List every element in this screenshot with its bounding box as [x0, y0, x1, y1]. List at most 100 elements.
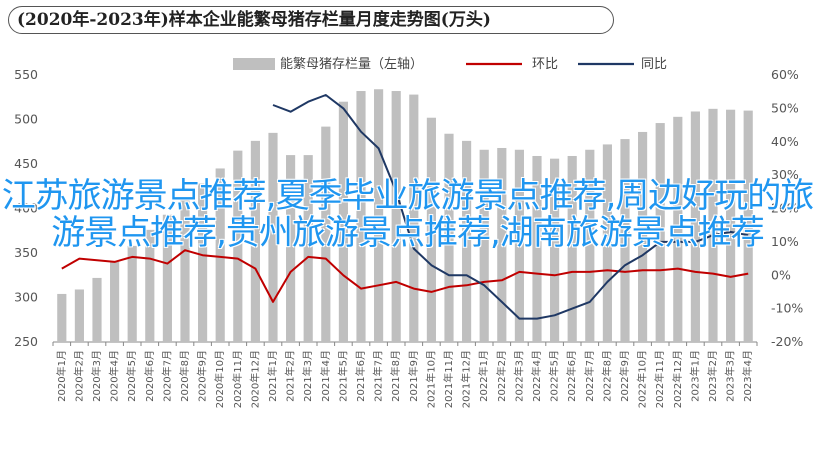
x-axis-tick-label: 2020年10月	[213, 350, 226, 408]
left-axis-tick-label: 350	[14, 245, 38, 260]
legend-swatch-bar	[233, 58, 275, 70]
right-axis-tick-label: 50%	[771, 100, 799, 115]
x-axis-tick-label: 2021年5月	[336, 350, 349, 402]
bar-2021年6月	[356, 91, 366, 343]
bar-2020年8月	[180, 199, 190, 342]
x-axis-tick-label: 2022年8月	[600, 350, 613, 402]
bar-2023年2月	[708, 108, 718, 342]
x-axis-tick-label: 2023年1月	[688, 350, 701, 402]
bar-2021年11月	[444, 133, 454, 342]
bar-2021年9月	[409, 94, 419, 342]
x-axis-tick-label: 2020年5月	[125, 350, 138, 402]
x-axis-tick-label: 2021年11月	[442, 350, 455, 408]
x-axis-tick-label: 2021年3月	[301, 350, 314, 402]
bar-2021年3月	[303, 155, 313, 342]
x-axis-tick-label: 2021年1月	[266, 350, 279, 402]
x-axis-tick-label: 2022年10月	[636, 350, 649, 408]
x-axis-tick-label: 2022年6月	[565, 350, 578, 402]
bar-2022年12月	[673, 116, 683, 342]
bar-2021年4月	[321, 126, 331, 343]
right-axis-tick-label: 0%	[771, 267, 791, 282]
bar-2022年8月	[602, 144, 612, 342]
legend-label-bar: 能繁母猪存栏量（左轴）	[280, 56, 423, 72]
bar-2022年7月	[585, 149, 595, 342]
x-axis-tick-label: 2023年2月	[706, 350, 719, 402]
left-axis-tick-label: 550	[14, 67, 38, 82]
x-axis-tick-label: 2020年8月	[178, 350, 191, 402]
bar-2020年11月	[233, 150, 243, 342]
series-line-huanbi	[61, 249, 749, 303]
x-axis-tick-label: 2022年11月	[653, 350, 666, 408]
bar-2021年12月	[462, 140, 472, 342]
left-axis-tick-label: 450	[14, 156, 38, 171]
x-axis-tick-label: 2022年2月	[495, 350, 508, 402]
bar-2020年9月	[198, 183, 208, 342]
x-axis-tick-label: 2020年4月	[108, 350, 121, 402]
bar-2022年6月	[567, 155, 577, 342]
right-axis-tick-label: 20%	[771, 201, 799, 216]
bar-2022年11月	[655, 123, 665, 342]
bar-2021年7月	[374, 89, 384, 343]
bar-2022年10月	[638, 131, 648, 342]
bar-2022年4月	[532, 155, 542, 342]
bar-2020年12月	[250, 140, 260, 342]
bar-2022年2月	[497, 147, 507, 342]
right-axis-tick-label: 40%	[771, 134, 799, 149]
left-axis-tick-label: 500	[14, 112, 38, 127]
x-axis-tick-label: 2023年4月	[741, 350, 754, 402]
left-axis-tick-label: 250	[14, 334, 38, 349]
x-axis-tick-label: 2020年9月	[196, 350, 209, 402]
bar-2022年5月	[550, 158, 560, 342]
x-axis-tick-label: 2020年3月	[90, 350, 103, 402]
legend-label-huanbi: 环比	[532, 57, 558, 72]
x-axis-tick-label: 2020年1月	[55, 350, 68, 402]
x-axis-tick-label: 2022年1月	[477, 350, 490, 402]
bar-2021年8月	[391, 91, 401, 343]
x-axis-tick-label: 2022年5月	[548, 350, 561, 402]
bar-2020年3月	[92, 277, 102, 342]
x-axis-tick-label: 2020年2月	[72, 350, 85, 402]
x-axis-tick-label: 2021年12月	[460, 350, 473, 408]
bar-2020年1月	[57, 293, 67, 342]
bar-2021年5月	[338, 101, 348, 342]
left-axis-tick-label: 400	[14, 201, 38, 216]
x-axis-tick-label: 2021年4月	[319, 350, 332, 402]
bar-2020年10月	[215, 168, 225, 342]
right-axis-tick-label: 30%	[771, 167, 799, 182]
bar-2022年3月	[514, 149, 524, 342]
bar-2023年1月	[690, 111, 700, 343]
chart-title: (2020年-2023年)样本企业能繁母猪存栏量月度走势图(万头)	[8, 6, 614, 34]
left-axis-tick-label: 300	[14, 290, 38, 305]
bar-2020年4月	[110, 261, 120, 342]
bar-2022年9月	[620, 139, 630, 342]
x-axis-tick-label: 2021年2月	[284, 350, 297, 402]
x-axis-tick-label: 2022年9月	[618, 350, 631, 402]
x-axis-tick-label: 2022年12月	[671, 350, 684, 408]
bar-2021年1月	[268, 132, 278, 342]
x-axis-tick-label: 2022年3月	[512, 350, 525, 402]
x-axis-tick-label: 2021年7月	[372, 350, 385, 402]
right-axis-tick-label: -20%	[771, 334, 803, 349]
bar-2023年3月	[726, 109, 736, 343]
x-axis-tick-label: 2022年4月	[530, 350, 543, 402]
bar-2020年2月	[74, 289, 84, 342]
right-axis-tick-label: 10%	[771, 234, 799, 249]
x-axis-tick-label: 2021年8月	[389, 350, 402, 402]
bar-2021年2月	[286, 155, 296, 342]
right-axis-tick-label: 60%	[771, 67, 799, 82]
bar-2022年1月	[479, 149, 489, 342]
x-axis-tick-label: 2020年11月	[231, 350, 244, 408]
bar-2020年6月	[145, 229, 155, 342]
bar-2020年7月	[162, 214, 172, 342]
legend-label-tongbi: 同比	[641, 57, 667, 72]
x-axis-tick-label: 2020年7月	[160, 350, 173, 402]
bar-2020年5月	[127, 245, 137, 342]
x-axis-tick-label: 2020年12月	[248, 350, 261, 408]
x-axis-tick-label: 2023年3月	[724, 350, 737, 402]
bar-2021年10月	[426, 117, 436, 342]
x-axis-tick-label: 2021年9月	[407, 350, 420, 402]
x-axis-tick-label: 2021年10月	[424, 350, 437, 408]
right-axis-tick-label: -10%	[771, 301, 803, 316]
x-axis-tick-label: 2020年6月	[143, 350, 156, 402]
